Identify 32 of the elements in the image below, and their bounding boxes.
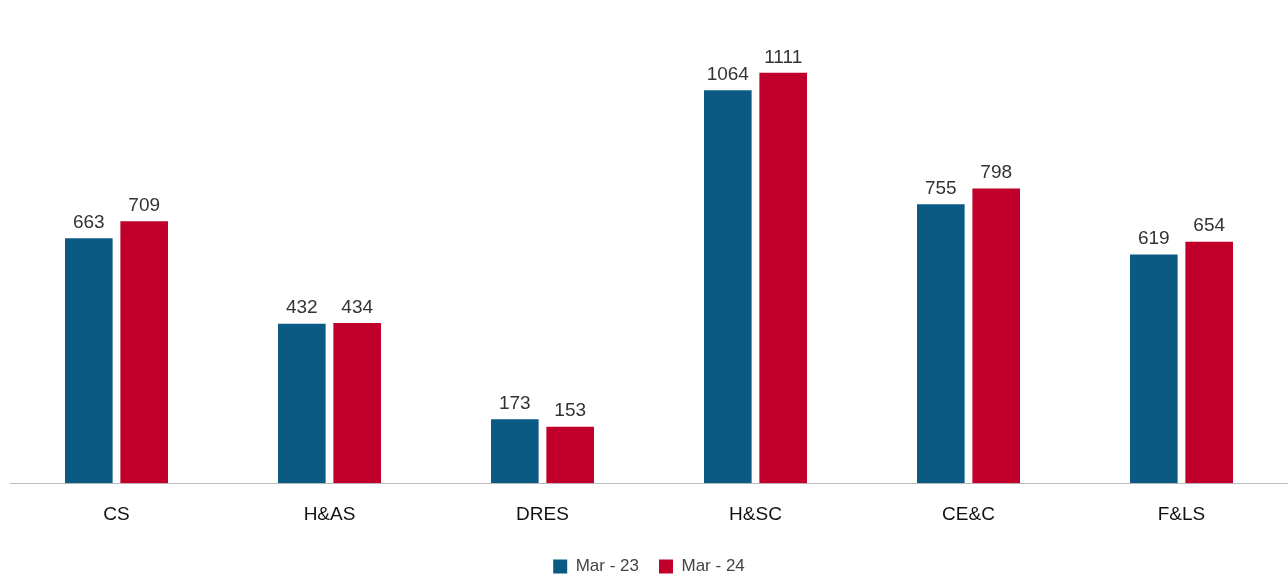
data-label: 663 xyxy=(72,211,105,233)
bar xyxy=(1185,241,1233,484)
bar xyxy=(120,221,168,484)
data-label: 619 xyxy=(1137,227,1170,249)
bar xyxy=(1130,254,1178,484)
legend-label: Mar - 23 xyxy=(575,556,639,576)
bar xyxy=(65,238,113,484)
bar xyxy=(278,323,326,484)
data-label: 755 xyxy=(924,177,957,199)
x-tick-label: DRES xyxy=(516,502,569,524)
data-label: 153 xyxy=(554,399,587,421)
x-tick-label: H&SC xyxy=(729,502,782,524)
data-label: 1111 xyxy=(764,45,803,67)
legend-label: Mar - 24 xyxy=(681,556,745,576)
bar xyxy=(759,72,807,484)
x-tick-label: F&LS xyxy=(1157,502,1206,524)
bar xyxy=(491,419,539,484)
bar xyxy=(917,204,965,484)
data-label: 173 xyxy=(498,392,531,414)
data-label: 709 xyxy=(128,194,161,216)
bar xyxy=(333,322,381,484)
x-tick-label: CS xyxy=(103,502,130,524)
data-label: 1064 xyxy=(706,62,750,84)
x-tick-label: CE&C xyxy=(942,502,995,524)
bar xyxy=(546,426,594,484)
x-tick-label: H&AS xyxy=(303,502,356,524)
data-label: 432 xyxy=(285,296,318,318)
data-label: 798 xyxy=(980,161,1013,183)
bar xyxy=(704,90,752,484)
data-label: 654 xyxy=(1193,214,1226,236)
bar xyxy=(972,188,1020,484)
data-label: 434 xyxy=(341,295,374,317)
